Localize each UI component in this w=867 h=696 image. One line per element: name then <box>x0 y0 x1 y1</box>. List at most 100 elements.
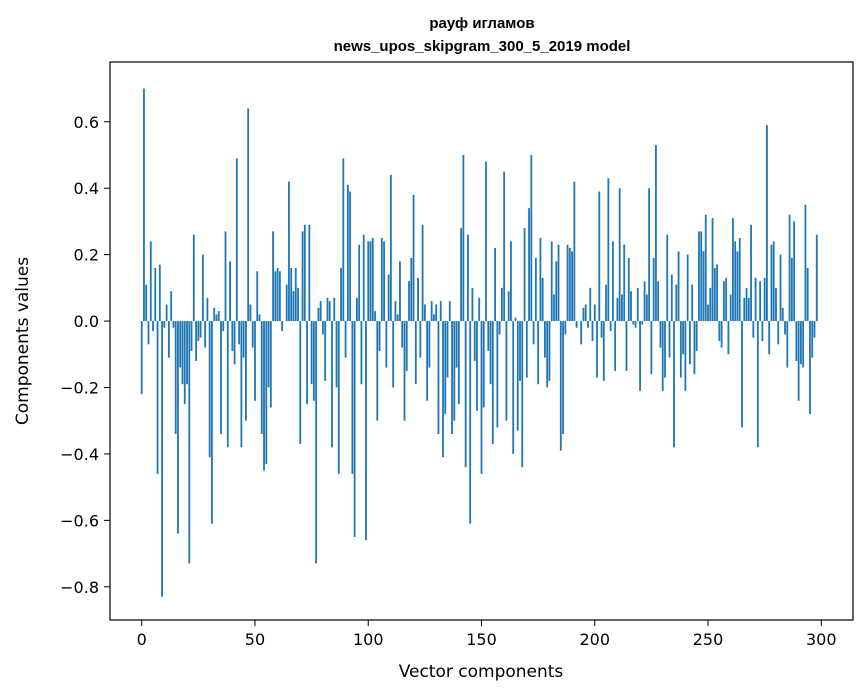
bar <box>811 321 814 358</box>
bar <box>233 321 236 365</box>
bar <box>732 218 734 322</box>
bar <box>473 321 476 361</box>
bar <box>675 284 678 322</box>
bar <box>399 261 401 322</box>
bar <box>154 267 157 322</box>
bar <box>711 218 714 322</box>
bar <box>621 294 623 322</box>
x-axis-label: Vector components <box>399 662 564 682</box>
bar <box>140 321 143 395</box>
bar <box>315 321 318 564</box>
bar <box>555 261 558 322</box>
bar <box>559 321 562 451</box>
bar <box>267 321 270 388</box>
bar <box>648 188 651 322</box>
bar <box>736 251 739 322</box>
bar <box>188 321 191 564</box>
bar <box>704 214 707 322</box>
bar <box>557 244 560 322</box>
bar <box>786 321 789 368</box>
bar <box>763 277 766 322</box>
bar <box>602 321 605 381</box>
bar <box>206 297 209 322</box>
bar <box>353 321 356 537</box>
bar <box>263 321 265 471</box>
bar <box>231 321 234 351</box>
y-axis-label: Components values <box>13 257 33 425</box>
bar <box>806 267 809 322</box>
bar <box>256 271 259 322</box>
bar <box>500 287 503 322</box>
bar <box>460 228 463 322</box>
bar <box>661 321 664 391</box>
bar <box>641 321 644 325</box>
bar <box>260 321 263 434</box>
bar <box>713 267 716 322</box>
bar <box>224 231 227 322</box>
bar <box>281 321 284 332</box>
x-tick-label: 0 <box>137 630 147 649</box>
bar <box>410 257 413 322</box>
bar <box>666 234 669 322</box>
bar <box>439 301 442 322</box>
bar <box>215 314 218 322</box>
bar <box>788 214 791 322</box>
y-axis-ticks: −0.8 −0.6 −0.4 −0.2 0.0 0.2 0.4 0.6 <box>60 113 110 597</box>
bar <box>677 251 680 322</box>
bar <box>308 224 311 322</box>
bar <box>378 321 381 351</box>
bar <box>761 321 764 341</box>
bar <box>242 321 245 358</box>
bar <box>691 284 694 322</box>
bar <box>405 321 408 371</box>
bar <box>698 231 700 322</box>
bar <box>682 321 685 355</box>
bar <box>659 321 662 348</box>
bar <box>158 264 161 322</box>
bar <box>251 321 254 348</box>
bar <box>530 155 533 322</box>
bar <box>222 321 225 332</box>
bar <box>616 297 619 322</box>
bar <box>349 191 352 322</box>
bar <box>306 321 308 405</box>
bar <box>417 277 419 322</box>
bar <box>258 314 261 322</box>
bar <box>589 287 592 322</box>
y-tick-label: −0.4 <box>60 445 99 464</box>
bar <box>374 311 376 322</box>
bar <box>469 321 472 524</box>
bar <box>618 188 621 322</box>
bar <box>607 178 610 322</box>
bar <box>235 158 238 322</box>
bar <box>294 267 297 322</box>
bar <box>702 251 705 322</box>
bar <box>494 248 496 322</box>
bar <box>172 321 175 328</box>
bar <box>512 321 515 454</box>
bar <box>550 241 553 322</box>
bar <box>804 204 807 322</box>
bar <box>177 321 179 534</box>
bar <box>278 271 281 322</box>
bar <box>448 301 451 322</box>
bar <box>797 321 800 401</box>
bar <box>186 321 188 385</box>
bar <box>587 321 589 328</box>
bar <box>331 321 333 448</box>
bar <box>170 291 173 322</box>
bar <box>725 277 728 322</box>
bar <box>149 241 152 322</box>
bar <box>766 125 768 322</box>
bar <box>568 248 571 322</box>
bar <box>362 234 365 322</box>
bar <box>392 321 395 388</box>
bar <box>754 277 757 322</box>
y-tick-label: 0.0 <box>74 312 99 331</box>
bar <box>444 321 447 415</box>
bar <box>455 321 458 368</box>
bar <box>693 321 696 375</box>
bar <box>514 317 517 322</box>
bar <box>684 321 687 391</box>
